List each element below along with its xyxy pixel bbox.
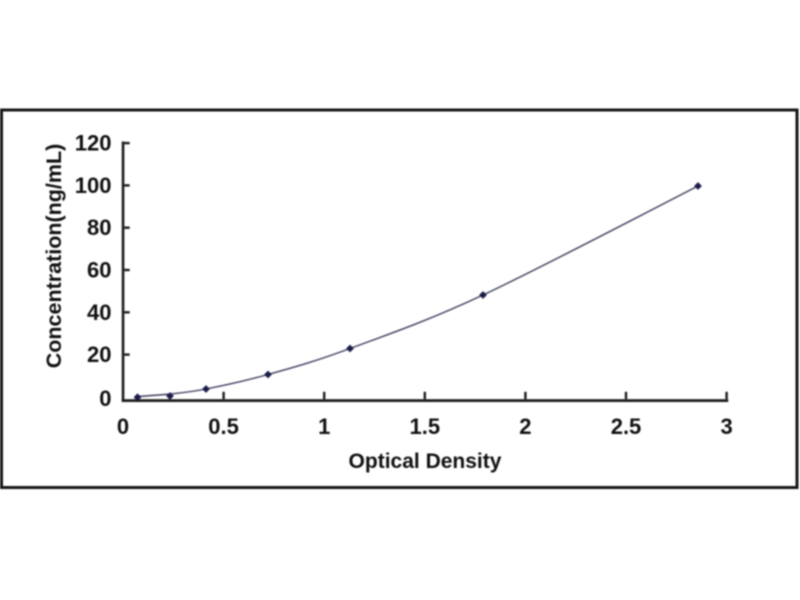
- svg-text:2: 2: [519, 414, 531, 439]
- svg-text:Optical Density: Optical Density: [349, 450, 502, 473]
- svg-text:0: 0: [117, 414, 129, 439]
- svg-text:2.5: 2.5: [611, 414, 642, 439]
- svg-text:80: 80: [87, 215, 111, 240]
- svg-text:Concentration(ng/mL): Concentration(ng/mL): [42, 144, 66, 369]
- svg-text:1.5: 1.5: [410, 414, 441, 439]
- svg-text:20: 20: [87, 342, 111, 367]
- svg-text:0: 0: [99, 386, 111, 411]
- svg-text:0.5: 0.5: [208, 414, 239, 439]
- svg-text:120: 120: [75, 131, 112, 156]
- svg-text:40: 40: [87, 300, 111, 325]
- svg-text:3: 3: [720, 414, 732, 439]
- svg-text:1: 1: [318, 414, 330, 439]
- svg-text:60: 60: [87, 258, 111, 283]
- svg-text:100: 100: [75, 173, 112, 198]
